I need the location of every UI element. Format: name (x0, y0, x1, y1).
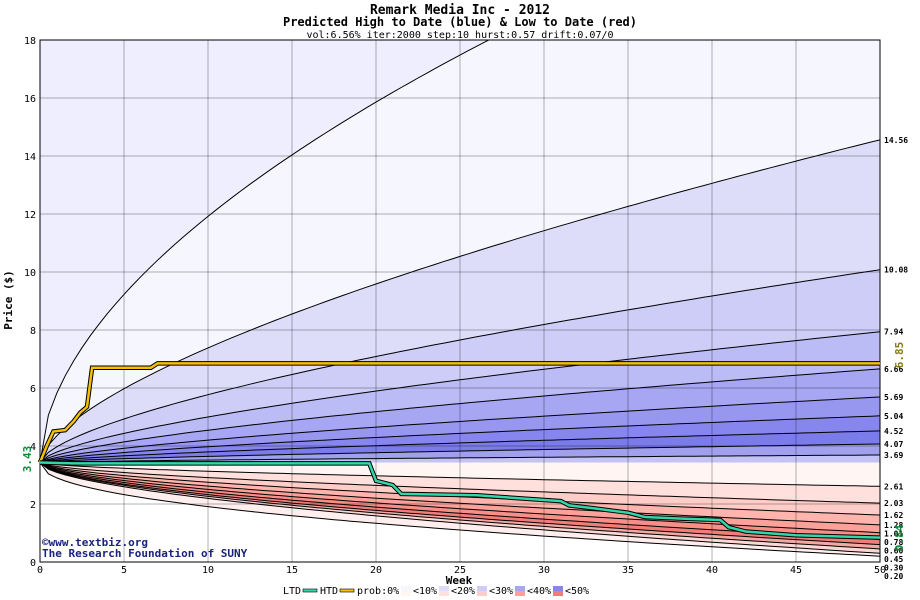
legend-bin-swatch (515, 586, 525, 591)
axis-ticks: 0 5 10 15 20 25 30 35 40 45 50 0 2 4 6 8 10 12 14 16 18 (24, 36, 886, 576)
plot-frame (39, 39, 881, 563)
y-tick-label: 12 (24, 210, 36, 221)
end-value-label: 6.66 (884, 365, 903, 374)
y-axis-label: Price ($) (2, 270, 15, 330)
end-value-label: 0.20 (884, 572, 903, 581)
x-tick-label: 0 (37, 565, 43, 576)
end-value-label: 0.78 (884, 538, 903, 547)
ltd-line (39, 461, 881, 539)
legend-bin-swatch (553, 586, 563, 591)
end-labels: 14.56 10.08 7.94 6.66 5.69 5.04 4.52 4.07 3.69 2.… (884, 136, 908, 581)
start-price-label: 3.43 (21, 446, 34, 473)
x-tick-label: 5 (121, 565, 127, 576)
low-band (40, 462, 880, 515)
end-value-label: 1.62 (884, 511, 903, 520)
legend-bin-swatch (439, 586, 449, 591)
end-value-label: 14.56 (884, 136, 908, 145)
end-value-label: 0.30 (884, 563, 903, 572)
legend-bin-swatch-low (477, 591, 487, 596)
chart-grid (39, 39, 881, 563)
legend-bin-swatch-low (553, 591, 563, 596)
chart-params: vol:6.56% iter:2000 step:10 hurst:0.57 d… (306, 30, 613, 41)
credit-foundation: The Research Foundation of SUNY (42, 547, 248, 560)
legend-bin-label: <50% (565, 586, 589, 597)
end-value-label: 1.28 (884, 521, 903, 530)
legend-htd-swatch (339, 588, 355, 593)
y-tick-label: 16 (24, 94, 36, 105)
x-tick-label: 15 (286, 565, 298, 576)
legend: LTD HTD prob:0% <10% <20% <30% <40% <50% (283, 586, 589, 597)
x-tick-label: 50 (874, 565, 886, 576)
end-value-label: 5.04 (884, 412, 903, 421)
end-value-label: 0.45 (884, 555, 903, 564)
y-tick-label: 0 (30, 558, 36, 569)
x-axis-label: Week (446, 574, 473, 587)
end-value-label: 5.69 (884, 393, 903, 402)
end-value-label: 3.69 (884, 451, 903, 460)
legend-bin-label: <40% (527, 586, 551, 597)
legend-prob-label: prob:0% (357, 586, 399, 597)
x-tick-label: 40 (706, 565, 718, 576)
low-band (40, 462, 880, 525)
legend-ltd-label: LTD (283, 586, 301, 597)
legend-bin-swatch-low (439, 591, 449, 596)
htd-line (38, 362, 880, 463)
y-tick-label: 10 (24, 268, 36, 279)
legend-bin-swatch-low (401, 591, 411, 596)
current-high-label: 6.85 (893, 342, 906, 369)
end-value-label: 2.61 (884, 482, 903, 491)
legend-bin-label: <30% (489, 586, 513, 597)
end-value-label: 4.52 (884, 427, 903, 436)
y-tick-label: 4 (30, 442, 36, 453)
x-tick-label: 45 (790, 565, 802, 576)
chart-subtitle: Predicted High to Date (blue) & Low to D… (283, 15, 637, 29)
legend-bin-swatch-low (515, 591, 525, 596)
y-tick-label: 14 (24, 152, 36, 163)
end-value-label: 7.94 (884, 328, 903, 337)
end-value-label: 0.60 (884, 546, 903, 555)
actual-lines (37, 361, 881, 540)
legend-ltd-swatch (302, 588, 318, 593)
legend-bin-label: <20% (451, 586, 475, 597)
x-tick-label: 30 (538, 565, 550, 576)
y-tick-label: 2 (30, 500, 36, 511)
credit-website: ©www.textbiz.org (42, 536, 148, 549)
legend-htd-label: HTD (320, 586, 338, 597)
y-tick-label: 8 (30, 326, 36, 337)
legend-bin-swatch (401, 586, 411, 591)
x-tick-label: 10 (202, 565, 214, 576)
current-low-label: 0.84 (893, 524, 906, 551)
x-tick-label: 25 (454, 565, 466, 576)
y-tick-label: 18 (24, 36, 36, 47)
end-value-label: 2.03 (884, 499, 903, 508)
x-tick-label: 20 (370, 565, 382, 576)
legend-bin-label: <10% (413, 586, 437, 597)
end-value-label: 4.07 (884, 440, 903, 449)
low-band-floor (40, 462, 880, 562)
x-tick-label: 35 (622, 565, 634, 576)
legend-bin-swatch (477, 586, 487, 591)
end-value-label: 10.08 (884, 266, 908, 275)
y-tick-label: 6 (30, 384, 36, 395)
end-value-label: 1.01 (884, 529, 903, 538)
chart-title: Remark Media Inc - 2012 (370, 3, 550, 18)
